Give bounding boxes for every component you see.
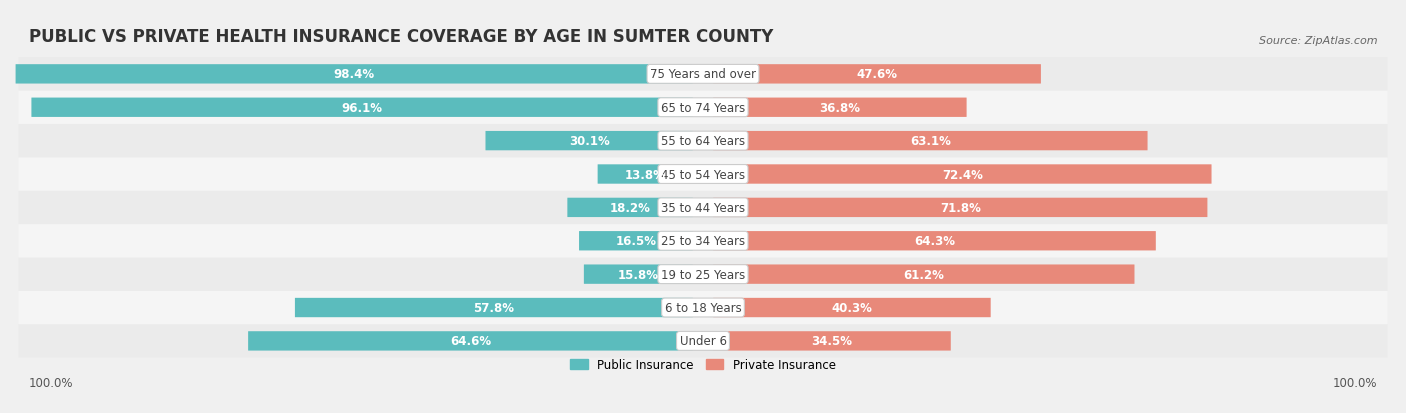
FancyBboxPatch shape [568,198,693,218]
Text: 25 to 34 Years: 25 to 34 Years [661,235,745,248]
Text: 13.8%: 13.8% [624,168,665,181]
FancyBboxPatch shape [713,232,1156,251]
FancyBboxPatch shape [485,132,693,151]
Text: 71.8%: 71.8% [939,202,981,214]
FancyBboxPatch shape [18,58,1388,91]
Text: 63.1%: 63.1% [910,135,950,148]
FancyBboxPatch shape [713,165,1212,184]
Text: 100.0%: 100.0% [28,376,73,389]
Text: 55 to 64 Years: 55 to 64 Years [661,135,745,148]
FancyBboxPatch shape [247,331,693,351]
Text: 45 to 54 Years: 45 to 54 Years [661,168,745,181]
FancyBboxPatch shape [18,125,1388,158]
Text: 72.4%: 72.4% [942,168,983,181]
FancyBboxPatch shape [18,91,1388,125]
Text: PUBLIC VS PRIVATE HEALTH INSURANCE COVERAGE BY AGE IN SUMTER COUNTY: PUBLIC VS PRIVATE HEALTH INSURANCE COVER… [28,28,773,46]
Text: 57.8%: 57.8% [474,301,515,314]
FancyBboxPatch shape [31,98,693,118]
FancyBboxPatch shape [18,191,1388,225]
Text: 35 to 44 Years: 35 to 44 Years [661,202,745,214]
FancyBboxPatch shape [15,65,693,84]
Text: Source: ZipAtlas.com: Source: ZipAtlas.com [1258,36,1378,46]
Text: 65 to 74 Years: 65 to 74 Years [661,102,745,114]
FancyBboxPatch shape [18,291,1388,325]
Text: 98.4%: 98.4% [333,68,375,81]
FancyBboxPatch shape [713,132,1147,151]
Text: 19 to 25 Years: 19 to 25 Years [661,268,745,281]
Text: 64.3%: 64.3% [914,235,955,248]
FancyBboxPatch shape [713,98,966,118]
Text: 40.3%: 40.3% [831,301,872,314]
FancyBboxPatch shape [18,158,1388,191]
Text: 75 Years and over: 75 Years and over [650,68,756,81]
FancyBboxPatch shape [713,65,1040,84]
Text: 61.2%: 61.2% [904,268,945,281]
Text: 36.8%: 36.8% [820,102,860,114]
Text: 34.5%: 34.5% [811,335,852,348]
FancyBboxPatch shape [713,265,1135,284]
Text: 6 to 18 Years: 6 to 18 Years [665,301,741,314]
Text: 15.8%: 15.8% [617,268,659,281]
Text: 30.1%: 30.1% [569,135,610,148]
Text: 16.5%: 16.5% [616,235,657,248]
FancyBboxPatch shape [713,198,1208,218]
FancyBboxPatch shape [18,225,1388,258]
FancyBboxPatch shape [18,325,1388,358]
Legend: Public Insurance, Private Insurance: Public Insurance, Private Insurance [565,354,841,376]
Text: 47.6%: 47.6% [856,68,897,81]
FancyBboxPatch shape [579,232,693,251]
Text: 96.1%: 96.1% [342,102,382,114]
FancyBboxPatch shape [18,258,1388,291]
Text: 18.2%: 18.2% [610,202,651,214]
Text: 100.0%: 100.0% [1333,376,1378,389]
FancyBboxPatch shape [713,298,991,318]
FancyBboxPatch shape [713,331,950,351]
FancyBboxPatch shape [295,298,693,318]
Text: 64.6%: 64.6% [450,335,491,348]
FancyBboxPatch shape [583,265,693,284]
Text: Under 6: Under 6 [679,335,727,348]
FancyBboxPatch shape [598,165,693,184]
